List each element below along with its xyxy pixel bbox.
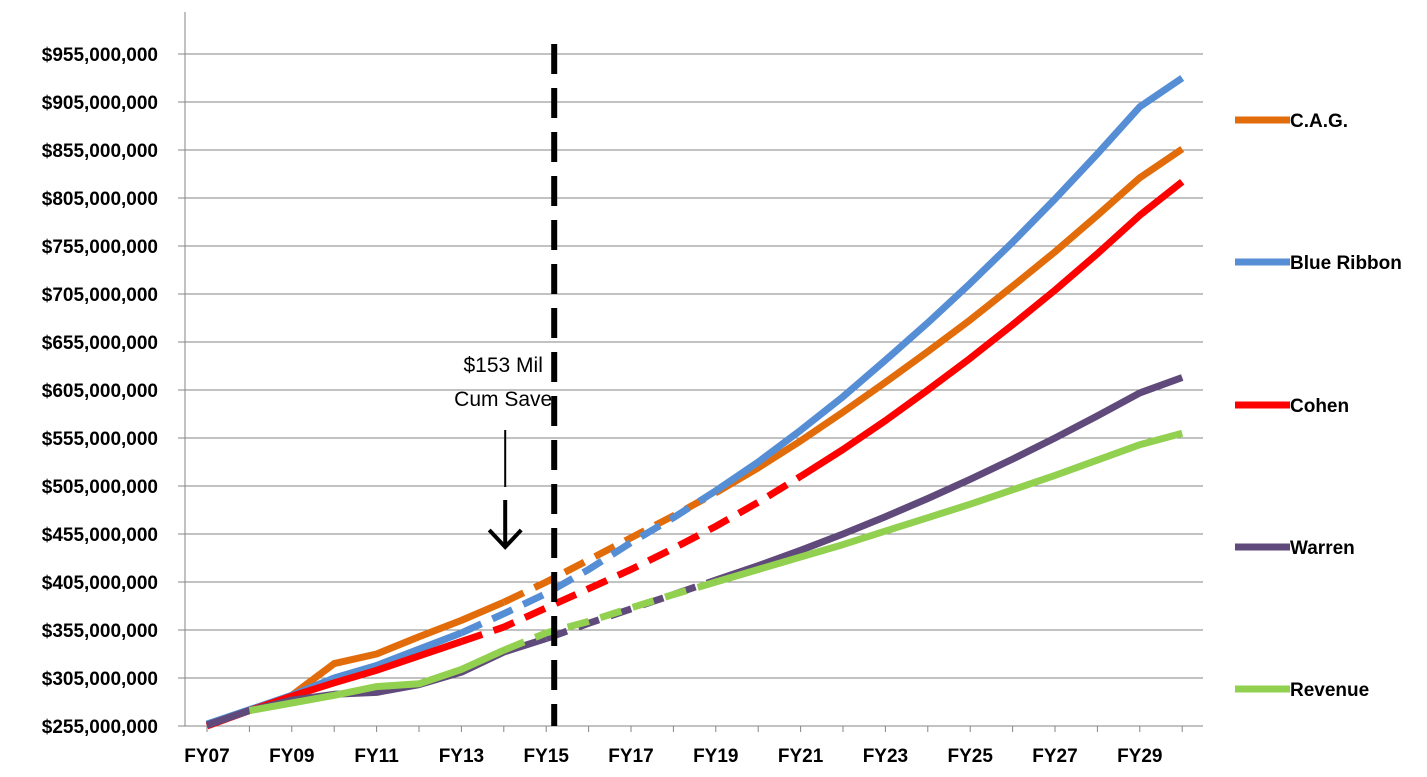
x-tick-label: FY17 <box>608 746 653 767</box>
series-line-solid <box>714 374 1184 584</box>
axes: $255,000,000 $305,000,000 $355,000,000 $405… <box>42 12 1203 767</box>
y-tick-label: $355,000,000 <box>42 621 158 642</box>
x-tick-label: FY09 <box>269 746 314 767</box>
legend-label: Cohen <box>1290 396 1349 417</box>
legend: C.A.G. Blue Ribbon Cohen Warren Revenue <box>1235 111 1402 701</box>
y-tick-label: $405,000,000 <box>42 573 158 594</box>
series-line-dashed <box>502 578 717 654</box>
series-line-solid <box>798 178 1185 480</box>
y-tick-label: $505,000,000 <box>42 477 158 498</box>
legend-label: Blue Ribbon <box>1290 253 1402 274</box>
x-tick-label: FY11 <box>354 746 399 767</box>
series-line-dashed <box>460 473 803 645</box>
legend-label: Warren <box>1290 538 1355 559</box>
x-tick-label: FY13 <box>439 746 484 767</box>
series-line-solid <box>714 146 1185 496</box>
series-lines <box>205 75 1185 730</box>
y-tick-label: $605,000,000 <box>42 381 158 402</box>
x-tick-label: FY19 <box>693 746 738 767</box>
y-tick-label: $555,000,000 <box>42 429 158 450</box>
series-line-solid <box>713 75 1185 494</box>
down-arrow-head-icon <box>487 528 523 550</box>
legend-label: Revenue <box>1290 680 1369 701</box>
y-tick-label: $855,000,000 <box>42 141 158 162</box>
y-tick-label: $705,000,000 <box>42 285 158 306</box>
x-tick-label: FY25 <box>947 746 993 767</box>
y-tick-label: $455,000,000 <box>42 525 158 546</box>
x-tick-label: FY29 <box>1117 746 1162 767</box>
y-tick-label: $955,000,000 <box>42 45 158 66</box>
y-tick-label: $905,000,000 <box>42 93 158 114</box>
annotation-text: $153 Mil <box>464 354 543 377</box>
x-tick-label: FY27 <box>1032 746 1077 767</box>
x-tick-label: FY07 <box>184 746 229 767</box>
x-tick-label: FY15 <box>523 746 569 767</box>
y-tick-label: $805,000,000 <box>42 189 158 210</box>
x-tick-label: FY23 <box>863 746 908 767</box>
series-line-dashed <box>545 576 717 642</box>
gridlines <box>185 53 1203 679</box>
y-tick-label: $255,000,000 <box>42 717 158 738</box>
annotation-text: Cum Save <box>454 388 552 411</box>
series-line-solid <box>248 647 506 715</box>
series-line-dashed <box>459 487 718 637</box>
y-tick-label: $305,000,000 <box>42 669 158 690</box>
series-line-solid <box>714 429 1184 586</box>
annotation: $153 Mil Cum Save <box>454 354 552 550</box>
series-line-dashed <box>502 489 718 606</box>
legend-label: C.A.G. <box>1290 111 1348 132</box>
y-tick-label: $655,000,000 <box>42 333 158 354</box>
x-tick-label: FY21 <box>778 746 824 767</box>
y-tick-label: $755,000,000 <box>42 237 158 258</box>
